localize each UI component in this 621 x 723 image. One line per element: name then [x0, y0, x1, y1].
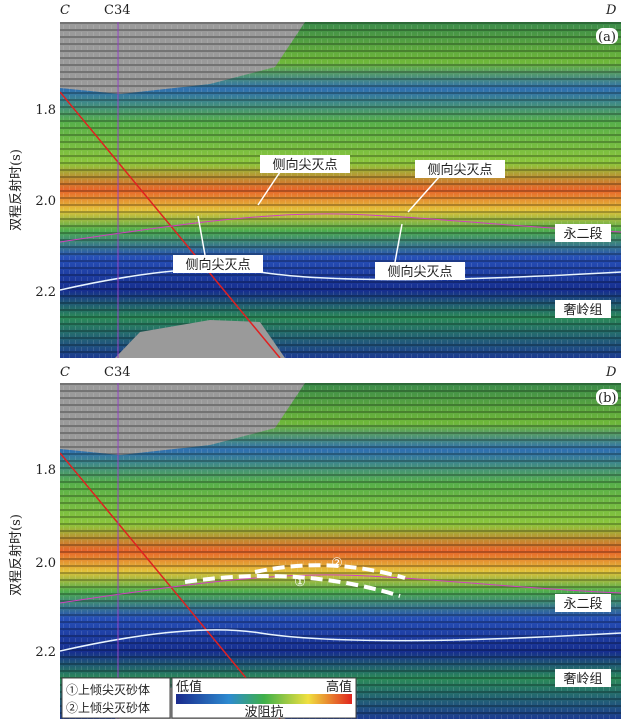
y-axis-label: 双程反射时(s) — [8, 149, 24, 231]
colorbar-title: 波阻抗 — [244, 705, 283, 719]
formation-bg — [555, 669, 611, 687]
colorbar-high: 高值 — [326, 679, 352, 695]
formation-bg — [555, 594, 611, 612]
formation: 奢岭组 — [563, 303, 602, 318]
y-tick-label: 1.8 — [35, 463, 56, 478]
colorbar-low: 低值 — [176, 679, 202, 695]
annotation-bg — [173, 255, 263, 273]
annotation-bg — [415, 160, 505, 178]
line-end: D — [605, 365, 617, 380]
annotation-bg — [375, 262, 465, 280]
formation: 永二段 — [563, 597, 602, 612]
formation: 永二段 — [563, 227, 602, 242]
legend-item: ②上倾尖灭砂体 — [66, 701, 150, 715]
y-tick-label: 2.0 — [35, 556, 56, 571]
line-end: D — [605, 3, 617, 18]
y-axis-label: 双程反射时(s) — [8, 514, 24, 596]
y-tick-label: 1.8 — [35, 103, 56, 118]
line-start: C — [60, 365, 70, 380]
formation: 奢岭组 — [563, 672, 602, 687]
sand-body-outline — [254, 563, 406, 580]
well-label: C34 — [104, 3, 131, 18]
arrows — [197, 171, 441, 263]
well-label: C34 — [104, 365, 131, 380]
annotation: 侧向尖灭点 — [427, 162, 492, 178]
annotation: 侧向尖灭点 — [387, 264, 452, 280]
panel-tag-bg — [596, 389, 618, 405]
legend-item: ①上倾尖灭砂体 — [66, 683, 150, 697]
panel-tag-bg — [596, 28, 618, 44]
panel-b: C C34 D (b) 双程反射时(s) 1.8 2.0 2.2 ① ② 永二段… — [8, 365, 621, 720]
panel-tag: (a) — [598, 30, 616, 45]
formation-bg — [555, 224, 611, 242]
sand-marker: ② — [331, 556, 343, 571]
sand-body-outline — [184, 574, 401, 598]
legend-box — [61, 677, 171, 719]
seismic-section — [60, 383, 621, 719]
line-start: C — [60, 3, 70, 18]
annotation: 侧向尖灭点 — [272, 157, 337, 173]
formation-bg — [555, 300, 611, 318]
annotation-bg — [260, 155, 350, 173]
panel-a: C C34 D (a) 双程反射时(s) 1.8 2.0 2.2 侧向尖灭点 侧… — [8, 3, 621, 358]
y-tick-label: 2.2 — [35, 285, 56, 300]
y-tick-label: 2.2 — [35, 645, 56, 660]
y-tick-label: 2.0 — [35, 194, 56, 209]
panel-tag: (b) — [598, 391, 616, 406]
seismic-section — [60, 22, 621, 358]
sand-marker: ① — [294, 575, 306, 590]
annotation: 侧向尖灭点 — [185, 257, 250, 273]
colorbar — [176, 694, 352, 704]
